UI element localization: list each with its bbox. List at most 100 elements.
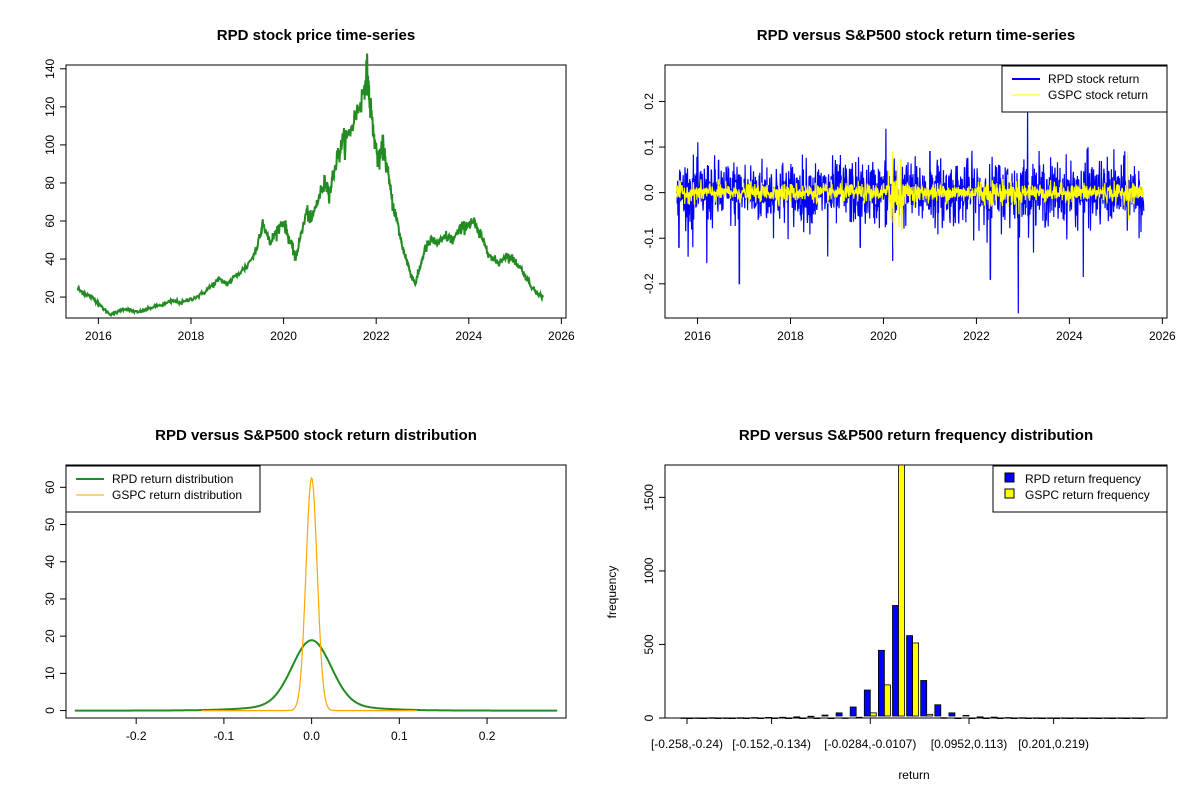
plot-frame (664, 64, 1168, 319)
rpd-hist-bar (793, 716, 801, 718)
gspc-hist-bar (757, 717, 764, 720)
y-tick-label: 500 (642, 634, 656, 654)
gspc-hist-bar (1109, 717, 1117, 720)
x-tick-label: -0.1 (214, 729, 235, 743)
gspc-hist-bar (1123, 717, 1131, 720)
rpd-hist-bar (708, 717, 716, 719)
gspc-hist-bar (1137, 717, 1145, 720)
x-tick-label: 2018 (777, 329, 804, 343)
gspc-hist-bar (743, 717, 750, 720)
rpd-hist-bar (694, 717, 702, 719)
gspc-hist-bar (1053, 717, 1060, 720)
legend-label: RPD return frequency (1025, 472, 1141, 486)
rpd-hist-bar (807, 715, 815, 718)
rpd-hist-bar (1089, 717, 1097, 719)
rpd-hist-bar (722, 717, 730, 719)
rpd-hist-bar (779, 716, 787, 719)
rpd-hist-bar (863, 689, 871, 717)
gspc-hist-bar (968, 717, 976, 720)
y-tick-label: 0.0 (642, 184, 656, 201)
gspc-hist-bar (1010, 717, 1018, 720)
y-tick-label: 20 (43, 629, 57, 643)
density-chart: RPD versus S&P500 stock return distribut… (43, 427, 567, 743)
legend-box (992, 465, 1168, 513)
x-tick-label: [-0.258,-0.24) (651, 737, 723, 751)
rpd-hist-bar (948, 712, 956, 717)
return-chart: RPD versus S&P500 stock return time-seri… (642, 27, 1176, 343)
gspc-hist-bar (728, 717, 736, 720)
chart-title: RPD versus S&P500 stock return time-seri… (757, 27, 1075, 44)
legend-box (1001, 65, 1168, 113)
gspc-hist-bar (785, 717, 793, 720)
rpd-hist-bar (835, 712, 843, 717)
rpd-hist-bar (751, 717, 758, 719)
legend-label: RPD stock return (1048, 72, 1139, 86)
legend-label: GSPC stock return (1048, 88, 1148, 102)
x-tick-label: 2022 (363, 329, 390, 343)
gspc-hist-bar (982, 717, 990, 720)
y-tick-label: 60 (43, 214, 57, 228)
gspc-hist-bar (884, 684, 891, 717)
gspc-hist-bar (855, 716, 863, 719)
y-tick-label: 20 (43, 290, 57, 304)
gspc-hist-bar (996, 717, 1004, 720)
gspc-hist-bar (912, 642, 919, 717)
gspc-hist-bar (1095, 717, 1103, 720)
y-tick-label: 0.2 (642, 93, 656, 110)
rpd-hist-bar (1033, 717, 1040, 719)
y-tick-label: 60 (43, 480, 57, 494)
rpd-hist-bar (1019, 717, 1026, 719)
legend-swatch (1004, 488, 1015, 499)
legend-label: RPD return distribution (112, 472, 233, 486)
rpd-hist-bar (1061, 717, 1069, 719)
x-tick-label: 2020 (870, 329, 897, 343)
gspc-hist-bar (799, 717, 807, 720)
gspc-hist-bar (1081, 717, 1089, 720)
x-tick-label: 0.1 (391, 729, 408, 743)
y-tick-label: 140 (43, 58, 57, 78)
x-tick-label: 2026 (1149, 329, 1176, 343)
gspc-hist-bar (841, 717, 849, 719)
rpd-density-line (74, 639, 558, 712)
x-tick-label: [-0.0284,-0.0107) (824, 737, 916, 751)
y-tick-label: 1000 (642, 557, 656, 584)
y-tick-label: 0.1 (642, 138, 656, 155)
gspc-hist-bar (813, 717, 821, 720)
x-tick-label: [-0.152,-0.134) (732, 737, 811, 751)
gspc-hist-bar (714, 717, 722, 720)
y-tick-label: -0.2 (642, 273, 656, 294)
gspc-hist-bar (700, 717, 708, 720)
x-tick-label: [0.0952,0.113) (931, 737, 1008, 751)
x-tick-label: 2018 (178, 329, 205, 343)
x-tick-label: 2026 (548, 329, 575, 343)
rpd-hist-bar (1131, 717, 1139, 719)
x-tick-label: 2022 (963, 329, 990, 343)
y-tick-label: 0 (43, 707, 57, 714)
rpd-hist-bar (1004, 717, 1012, 719)
rpd-price-line (76, 53, 544, 318)
x-tick-label: [0.201,0.219) (1018, 737, 1089, 751)
y-tick-label: 40 (43, 252, 57, 266)
gspc-hist-bar (686, 717, 694, 720)
y-tick-label: 120 (43, 97, 57, 117)
y-tick-label: -0.1 (642, 228, 656, 249)
chart-title: RPD stock price time-series (217, 27, 415, 44)
y-tick-label: 50 (43, 518, 57, 532)
plot-frame (65, 64, 567, 319)
rpd-hist-bar (821, 714, 829, 717)
legend-label: GSPC return distribution (112, 488, 242, 502)
legend-box (65, 465, 261, 513)
gspc-hist-bar (1025, 717, 1032, 720)
x-tick-label: 2024 (1056, 329, 1083, 343)
y-tick-label: 100 (43, 135, 57, 155)
rpd-hist-bar (680, 717, 688, 719)
gspc-hist-bar (869, 712, 877, 717)
gspc-density-line (202, 476, 417, 712)
x-axis-label: return (898, 768, 929, 782)
x-tick-label: 0.2 (479, 729, 496, 743)
rpd-hist-bar (906, 635, 913, 717)
rpd-hist-bar (1117, 717, 1125, 719)
gspc-hist-bar (771, 717, 778, 720)
gspc-hist-bar (940, 717, 948, 719)
